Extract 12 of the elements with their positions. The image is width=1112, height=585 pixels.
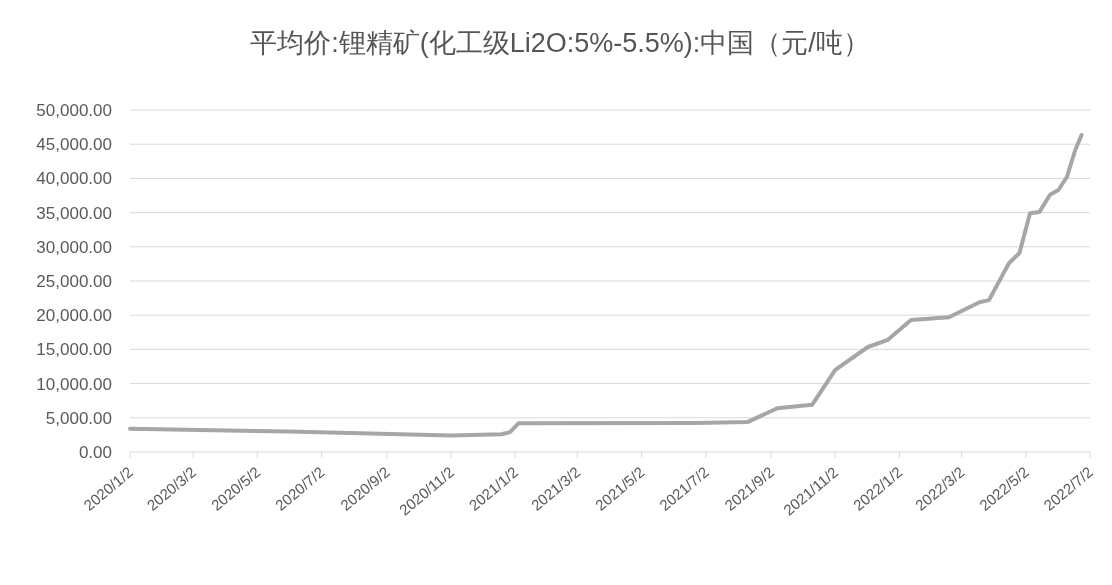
y-tick-label: 45,000.00 — [36, 135, 112, 155]
chart-title: 平均价:锂精矿(化工级Li2O:5%-5.5%):中国（元/吨） — [250, 28, 870, 58]
y-tick-label: 35,000.00 — [36, 203, 112, 223]
y-tick-label: 20,000.00 — [36, 306, 112, 326]
y-tick-label: 30,000.00 — [36, 237, 112, 257]
y-tick-label: 10,000.00 — [36, 374, 112, 394]
y-tick-label: 50,000.00 — [36, 101, 112, 120]
y-tick-label: 15,000.00 — [36, 340, 112, 360]
y-tick-label: 0.00 — [78, 443, 112, 462]
y-tick-label: 40,000.00 — [36, 169, 112, 189]
y-tick-label: 5,000.00 — [45, 408, 112, 428]
y-tick-label: 25,000.00 — [36, 272, 112, 291]
